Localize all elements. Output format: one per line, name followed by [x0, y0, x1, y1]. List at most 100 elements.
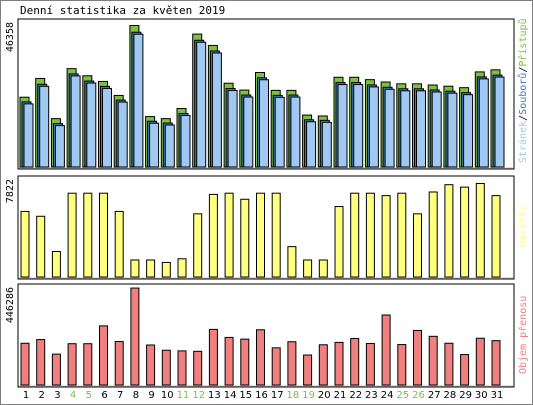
bar-pages-26 [416, 90, 426, 168]
bar-visits-15 [240, 198, 250, 278]
bar-volume-25 [397, 344, 407, 386]
bar-volume-1 [20, 342, 30, 386]
bar-pages-20 [321, 121, 332, 168]
bar-visits-25 [397, 192, 407, 278]
x-tick-label-24: 24 [381, 390, 394, 401]
bar-volume-12 [193, 350, 203, 386]
bar-visits-6 [99, 192, 108, 278]
bar-visits-23 [365, 192, 375, 278]
ymax-label-1: 46358 [5, 22, 16, 52]
x-tick-label-20: 20 [318, 390, 331, 401]
bar-pages-3 [54, 125, 65, 168]
bar-visits-12 [193, 213, 203, 278]
bar-volume-6 [99, 325, 108, 386]
bar-volume-19 [303, 354, 313, 386]
bar-volume-11 [177, 350, 187, 386]
x-tick-label-30: 30 [475, 390, 488, 401]
bar-volume-16 [256, 329, 265, 386]
panel-3 [17, 283, 515, 388]
x-tick-label-16: 16 [255, 390, 268, 401]
bar-pages-10 [164, 124, 175, 168]
bar-volume-13 [208, 328, 218, 386]
panel-2 [17, 175, 515, 280]
bar-visits-10 [161, 261, 171, 278]
x-tick-label-17: 17 [271, 390, 284, 401]
legend-item: Souborů [517, 73, 529, 115]
bar-pages-6 [102, 87, 112, 168]
bar-pages-24 [384, 88, 395, 168]
x-tick-label-31: 31 [491, 390, 504, 401]
bar-pages-31 [494, 76, 505, 168]
x-tick-label-12: 12 [192, 390, 205, 401]
x-tick-label-21: 21 [334, 390, 347, 401]
legend-separator: / [518, 67, 529, 73]
bar-pages-2 [39, 85, 50, 168]
bar-volume-5 [83, 343, 93, 386]
bar-visits-7 [114, 210, 124, 278]
bar-volume-10 [161, 349, 171, 386]
x-tick-label-27: 27 [428, 390, 441, 401]
bar-pages-23 [368, 86, 379, 168]
bar-volume-22 [350, 337, 360, 386]
bar-visits-2 [36, 215, 46, 278]
bar-volume-21 [334, 341, 344, 386]
bar-pages-5 [86, 82, 97, 168]
x-tick-label-29: 29 [459, 390, 472, 401]
bar-volume-15 [240, 338, 250, 386]
bar-volume-29 [460, 354, 470, 386]
bar-volume-28 [444, 342, 454, 386]
bar-visits-20 [318, 259, 328, 278]
bar-pages-29 [463, 94, 474, 168]
bar-volume-30 [475, 337, 485, 386]
x-tick-label-3: 3 [54, 390, 60, 401]
bar-visits-18 [287, 246, 297, 278]
bar-volume-9 [146, 344, 156, 386]
bar-pages-30 [478, 78, 489, 168]
bar-pages-7 [117, 101, 128, 168]
bar-pages-4 [70, 75, 81, 168]
ymax-label-2: 7822 [5, 179, 16, 203]
x-tick-label-15: 15 [239, 390, 252, 401]
x-tick-label-6: 6 [101, 390, 107, 401]
bar-volume-2 [36, 339, 46, 386]
bar-pages-1 [23, 103, 34, 168]
bar-volume-23 [365, 342, 375, 386]
x-tick-label-1: 1 [23, 390, 29, 401]
bar-volume-20 [318, 344, 328, 386]
x-tick-label-4: 4 [70, 390, 76, 401]
bar-visits-13 [208, 193, 218, 278]
bar-visits-26 [413, 213, 422, 278]
bar-pages-27 [431, 91, 442, 168]
bar-visits-28 [444, 184, 454, 278]
bar-visits-27 [428, 191, 438, 278]
bar-pages-9 [149, 122, 160, 168]
bar-visits-4 [67, 192, 77, 278]
x-tick-label-26: 26 [412, 390, 425, 401]
legend-item: Stránek [517, 121, 529, 163]
bar-pages-22 [353, 84, 364, 168]
x-tick-label-10: 10 [161, 390, 174, 401]
bar-volume-14 [224, 336, 234, 386]
x-tick-label-14: 14 [224, 390, 237, 401]
x-tick-label-11: 11 [177, 390, 190, 401]
bar-visits-14 [224, 192, 234, 278]
bar-pages-25 [400, 90, 411, 168]
bar-visits-3 [51, 250, 61, 278]
bar-visits-16 [256, 192, 265, 278]
bar-pages-11 [180, 115, 191, 168]
bar-pages-18 [290, 96, 301, 168]
legend-panel-3: Objem přenosu [517, 296, 529, 374]
bar-visits-8 [130, 259, 140, 278]
x-tick-label-13: 13 [208, 390, 221, 401]
bar-visits-1 [20, 210, 30, 278]
x-tick-label-28: 28 [444, 390, 457, 401]
x-tick-label-23: 23 [365, 390, 378, 401]
bar-pages-21 [337, 84, 348, 168]
bar-pages-19 [306, 121, 317, 168]
bar-volume-3 [51, 353, 61, 386]
x-tick-label-5: 5 [86, 390, 92, 401]
legend-panel-2: Návštěv [517, 205, 529, 247]
x-tick-label-2: 2 [39, 390, 45, 401]
legend-panel-1: Stránek/Souborů/Přístupů [517, 18, 529, 163]
